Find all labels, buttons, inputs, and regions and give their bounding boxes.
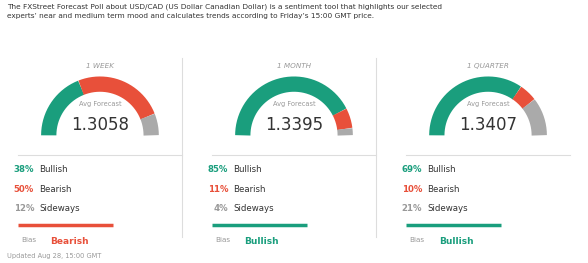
Text: 38%: 38% bbox=[14, 165, 34, 174]
Text: 21%: 21% bbox=[402, 204, 422, 214]
Text: Avg Forecast: Avg Forecast bbox=[79, 100, 121, 107]
Text: The FXStreet Forecast Poll about USD/CAD (US Dollar Canadian Dollar) is a sentim: The FXStreet Forecast Poll about USD/CAD… bbox=[7, 4, 442, 19]
Text: Bullish: Bullish bbox=[439, 237, 473, 246]
Text: 1 QUARTER: 1 QUARTER bbox=[467, 63, 509, 69]
Text: Bearish: Bearish bbox=[51, 237, 89, 246]
Text: 1.3407: 1.3407 bbox=[459, 116, 517, 134]
Text: 1.3058: 1.3058 bbox=[71, 116, 129, 134]
Text: Sideways: Sideways bbox=[427, 204, 467, 214]
Text: Bullish: Bullish bbox=[39, 165, 68, 174]
Text: Bearish: Bearish bbox=[427, 185, 460, 194]
Text: Bearish: Bearish bbox=[39, 185, 72, 194]
Text: Avg Forecast: Avg Forecast bbox=[273, 100, 315, 107]
Text: Sideways: Sideways bbox=[39, 204, 79, 214]
Text: 4%: 4% bbox=[213, 204, 228, 214]
Text: Updated Aug 28, 15:00 GMT: Updated Aug 28, 15:00 GMT bbox=[7, 253, 102, 259]
Text: 50%: 50% bbox=[14, 185, 34, 194]
Text: Bias: Bias bbox=[215, 237, 230, 243]
Text: 12%: 12% bbox=[14, 204, 34, 214]
Text: Bias: Bias bbox=[409, 237, 424, 243]
Text: 85%: 85% bbox=[208, 165, 228, 174]
Text: 11%: 11% bbox=[208, 185, 228, 194]
Text: Sideways: Sideways bbox=[233, 204, 273, 214]
Text: Bias: Bias bbox=[21, 237, 36, 243]
Text: 10%: 10% bbox=[402, 185, 422, 194]
Text: Bearish: Bearish bbox=[233, 185, 266, 194]
Text: Bullish: Bullish bbox=[245, 237, 279, 246]
Text: 1 MONTH: 1 MONTH bbox=[277, 63, 311, 69]
Text: Avg Forecast: Avg Forecast bbox=[467, 100, 509, 107]
Text: Bullish: Bullish bbox=[233, 165, 262, 174]
Text: 1.3395: 1.3395 bbox=[265, 116, 323, 134]
Text: Bullish: Bullish bbox=[427, 165, 456, 174]
Text: 69%: 69% bbox=[402, 165, 422, 174]
Text: 1 WEEK: 1 WEEK bbox=[86, 63, 114, 69]
